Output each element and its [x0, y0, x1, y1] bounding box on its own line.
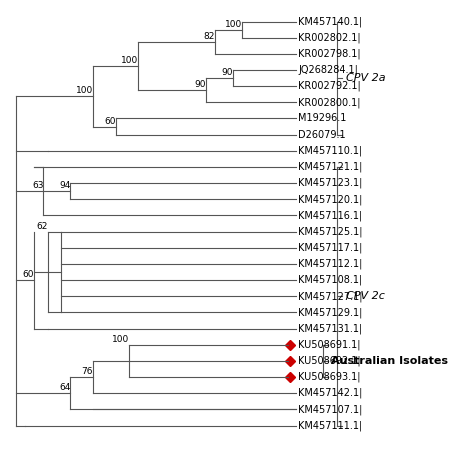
Text: KM457112.1|: KM457112.1|	[299, 259, 363, 269]
Text: KM457125.1|: KM457125.1|	[299, 227, 363, 237]
Text: 62: 62	[36, 222, 48, 231]
Text: KU508692.1|: KU508692.1|	[299, 356, 361, 366]
Text: CPV 2a: CPV 2a	[346, 73, 385, 83]
Text: KR002802.1|: KR002802.1|	[299, 32, 361, 43]
Text: 60: 60	[23, 270, 35, 279]
Text: CPV 2c: CPV 2c	[346, 291, 385, 301]
Text: KR002798.1|: KR002798.1|	[299, 49, 361, 59]
Text: D26079.1: D26079.1	[299, 130, 346, 140]
Text: KM457131.1|: KM457131.1|	[299, 323, 363, 334]
Text: KU508691.1|: KU508691.1|	[299, 339, 361, 350]
Text: KM457129.1|: KM457129.1|	[299, 307, 363, 318]
Text: 82: 82	[203, 32, 215, 41]
Text: Australian Isolates: Australian Isolates	[331, 356, 448, 366]
Text: KM457121.1|: KM457121.1|	[299, 162, 363, 172]
Text: KM457123.1|: KM457123.1|	[299, 178, 363, 188]
Text: 63: 63	[32, 181, 44, 190]
Text: KM457110.1|: KM457110.1|	[299, 146, 363, 156]
Text: M19296.1: M19296.1	[299, 113, 347, 124]
Text: 100: 100	[225, 19, 242, 28]
Text: KM457116.1|: KM457116.1|	[299, 210, 363, 221]
Text: 60: 60	[104, 117, 116, 126]
Text: 100: 100	[121, 56, 138, 65]
Text: 94: 94	[59, 181, 71, 190]
Text: 90: 90	[194, 80, 206, 89]
Text: 100: 100	[112, 335, 129, 344]
Text: 64: 64	[59, 383, 71, 392]
Text: 100: 100	[76, 86, 93, 95]
Text: KR002800.1|: KR002800.1|	[299, 97, 361, 108]
Text: JQ268284.1|: JQ268284.1|	[299, 65, 358, 75]
Text: KM457142.1|: KM457142.1|	[299, 388, 363, 399]
Text: KU508693.1|: KU508693.1|	[299, 372, 361, 383]
Text: KM457107.1|: KM457107.1|	[299, 404, 363, 415]
Text: KM457111.1|: KM457111.1|	[299, 420, 363, 431]
Text: KM457120.1|: KM457120.1|	[299, 194, 363, 205]
Text: KM457108.1|: KM457108.1|	[299, 275, 363, 285]
Text: 90: 90	[221, 68, 233, 77]
Text: KM457117.1|: KM457117.1|	[299, 243, 363, 253]
Text: KR002792.1|: KR002792.1|	[299, 81, 361, 91]
Text: KM457140.1|: KM457140.1|	[299, 16, 363, 27]
Text: KM457127.1|: KM457127.1|	[299, 291, 363, 301]
Text: 76: 76	[82, 367, 93, 376]
